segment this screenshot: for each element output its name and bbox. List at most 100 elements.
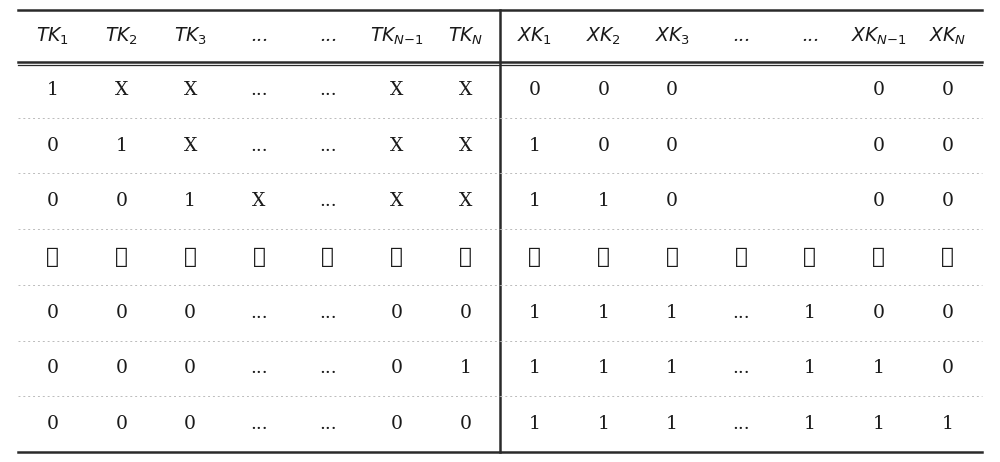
Text: 1: 1 — [115, 137, 127, 155]
Text: 0: 0 — [666, 81, 678, 99]
Text: ⋮: ⋮ — [735, 246, 747, 268]
Text: ⋮: ⋮ — [184, 246, 197, 268]
Text: 0: 0 — [460, 304, 472, 322]
Text: 0: 0 — [873, 81, 885, 99]
Text: $\mathit{TK}_{1}$: $\mathit{TK}_{1}$ — [36, 25, 69, 47]
Text: ...: ... — [319, 192, 337, 210]
Text: 1: 1 — [873, 415, 885, 433]
Text: 0: 0 — [942, 304, 954, 322]
Text: ...: ... — [732, 359, 750, 377]
Text: ⋮: ⋮ — [253, 246, 265, 268]
Text: ...: ... — [319, 359, 337, 377]
Text: 0: 0 — [942, 81, 954, 99]
Text: 0: 0 — [391, 359, 403, 377]
Text: ⋮: ⋮ — [803, 246, 816, 268]
Text: ⋮: ⋮ — [528, 246, 541, 268]
Text: 0: 0 — [666, 137, 678, 155]
Text: ...: ... — [319, 137, 337, 155]
Text: $\mathit{XK}_{1}$: $\mathit{XK}_{1}$ — [517, 25, 552, 47]
Text: $\mathit{XK}_{N}$: $\mathit{XK}_{N}$ — [929, 25, 966, 47]
Text: 0: 0 — [115, 192, 127, 210]
Text: ...: ... — [732, 415, 750, 433]
Text: $\mathit{XK}_{3}$: $\mathit{XK}_{3}$ — [655, 25, 690, 47]
Text: 1: 1 — [597, 359, 609, 377]
Text: 0: 0 — [46, 415, 58, 433]
Text: 0: 0 — [391, 415, 403, 433]
Text: ...: ... — [319, 304, 337, 322]
Text: 0: 0 — [115, 359, 127, 377]
Text: 0: 0 — [46, 304, 58, 322]
Text: ⋮: ⋮ — [666, 246, 679, 268]
Text: ⋮: ⋮ — [390, 246, 403, 268]
Text: ⋮: ⋮ — [597, 246, 610, 268]
Text: 0: 0 — [873, 137, 885, 155]
Text: X: X — [390, 137, 403, 155]
Text: 1: 1 — [804, 359, 816, 377]
Text: X: X — [390, 81, 403, 99]
Text: ...: ... — [319, 27, 337, 45]
Text: 1: 1 — [528, 415, 540, 433]
Text: $\mathit{TK}_{2}$: $\mathit{TK}_{2}$ — [105, 25, 138, 47]
Text: $\mathit{TK}_{N}$: $\mathit{TK}_{N}$ — [448, 25, 483, 47]
Text: 0: 0 — [115, 415, 127, 433]
Text: 0: 0 — [46, 359, 58, 377]
Text: 0: 0 — [184, 415, 196, 433]
Text: 0: 0 — [391, 304, 403, 322]
Text: 1: 1 — [528, 359, 540, 377]
Text: ...: ... — [801, 27, 819, 45]
Text: 1: 1 — [666, 415, 678, 433]
Text: 1: 1 — [528, 192, 540, 210]
Text: 0: 0 — [184, 359, 196, 377]
Text: 0: 0 — [184, 304, 196, 322]
Text: 0: 0 — [460, 415, 472, 433]
Text: 0: 0 — [115, 304, 127, 322]
Text: 0: 0 — [873, 192, 885, 210]
Text: ...: ... — [319, 415, 337, 433]
Text: 1: 1 — [597, 304, 609, 322]
Text: X: X — [459, 81, 472, 99]
Text: 1: 1 — [184, 192, 196, 210]
Text: ...: ... — [250, 27, 268, 45]
Text: 1: 1 — [528, 137, 540, 155]
Text: 1: 1 — [666, 359, 678, 377]
Text: $\mathit{TK}_{N\mathrm{-}1}$: $\mathit{TK}_{N\mathrm{-}1}$ — [370, 25, 424, 47]
Text: X: X — [183, 137, 197, 155]
Text: ...: ... — [732, 27, 750, 45]
Text: 0: 0 — [666, 192, 678, 210]
Text: 1: 1 — [597, 415, 609, 433]
Text: X: X — [459, 192, 472, 210]
Text: ...: ... — [319, 81, 337, 99]
Text: ⋮: ⋮ — [941, 246, 954, 268]
Text: X: X — [252, 192, 266, 210]
Text: $\mathit{XK}_{2}$: $\mathit{XK}_{2}$ — [586, 25, 621, 47]
Text: ⋮: ⋮ — [459, 246, 472, 268]
Text: 0: 0 — [597, 137, 609, 155]
Text: X: X — [390, 192, 403, 210]
Text: 1: 1 — [804, 415, 816, 433]
Text: 0: 0 — [942, 137, 954, 155]
Text: 1: 1 — [460, 359, 472, 377]
Text: 1: 1 — [528, 304, 540, 322]
Text: ...: ... — [250, 304, 268, 322]
Text: ⋮: ⋮ — [115, 246, 128, 268]
Text: 0: 0 — [873, 304, 885, 322]
Text: 0: 0 — [528, 81, 540, 99]
Text: X: X — [115, 81, 128, 99]
Text: 0: 0 — [46, 137, 58, 155]
Text: ...: ... — [732, 304, 750, 322]
Text: ...: ... — [250, 137, 268, 155]
Text: $\mathit{TK}_{3}$: $\mathit{TK}_{3}$ — [174, 25, 207, 47]
Text: 1: 1 — [597, 192, 609, 210]
Text: ⋮: ⋮ — [46, 246, 59, 268]
Text: X: X — [183, 81, 197, 99]
Text: 1: 1 — [804, 304, 816, 322]
Text: 0: 0 — [942, 359, 954, 377]
Text: ⋮: ⋮ — [321, 246, 334, 268]
Text: ...: ... — [250, 359, 268, 377]
Text: ...: ... — [250, 81, 268, 99]
Text: 0: 0 — [942, 192, 954, 210]
Text: ⋮: ⋮ — [872, 246, 885, 268]
Text: 1: 1 — [666, 304, 678, 322]
Text: 1: 1 — [46, 81, 58, 99]
Text: ...: ... — [250, 415, 268, 433]
